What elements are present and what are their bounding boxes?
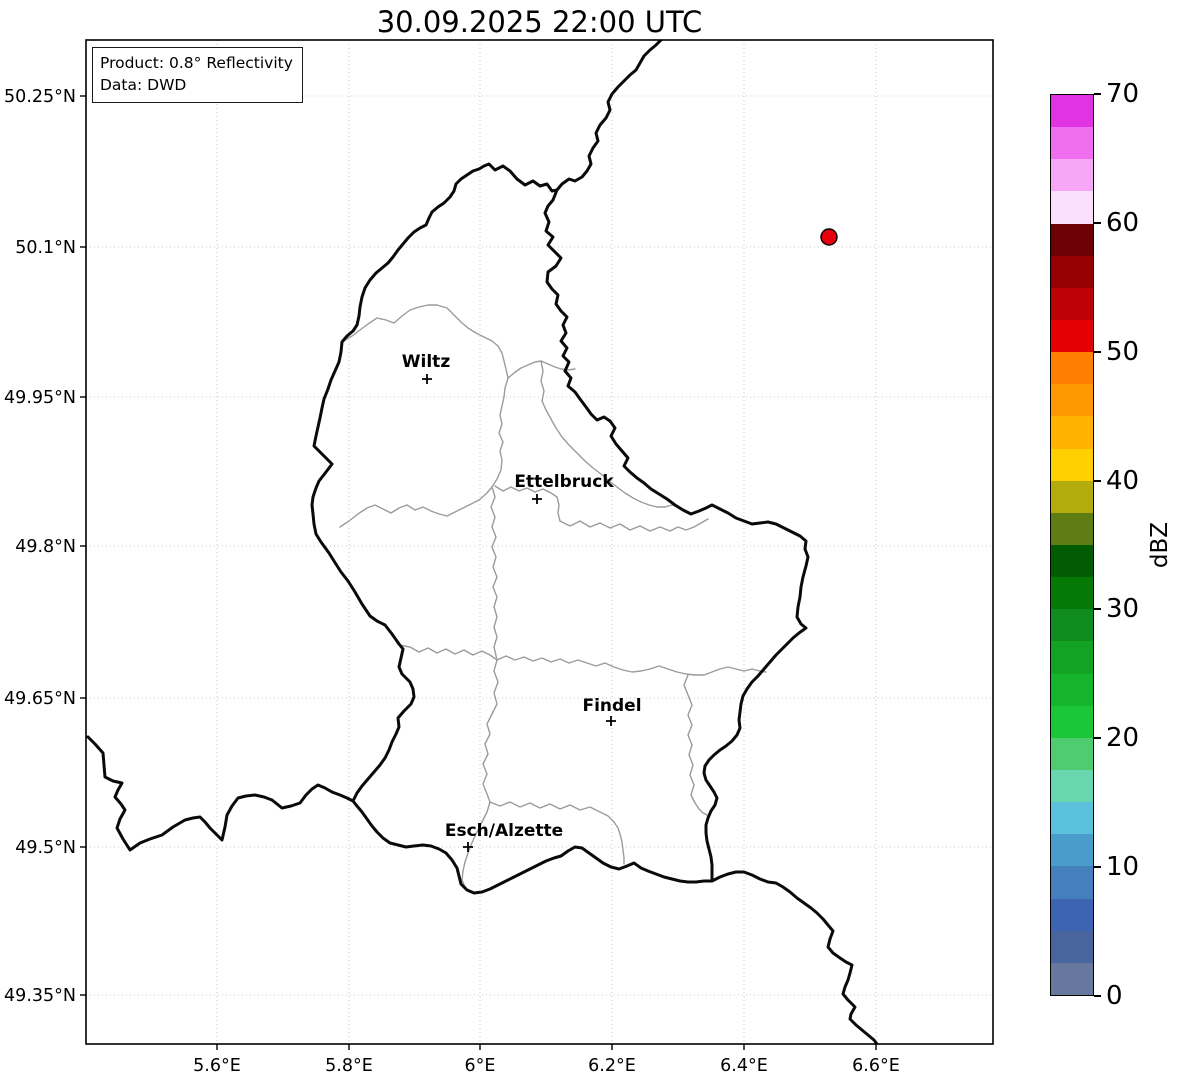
- colorbar-segment: [1051, 962, 1093, 996]
- colorbar-segment: [1051, 255, 1093, 289]
- colorbar-segment: [1051, 448, 1093, 482]
- plot-frame: [85, 39, 994, 1045]
- colorbar-tick-label: 50: [1106, 336, 1140, 367]
- x-tick-label: 6°E: [465, 1056, 496, 1076]
- colorbar-segment: [1051, 287, 1093, 321]
- colorbar-segment: [1051, 577, 1093, 610]
- colorbar-segment: [1051, 545, 1093, 578]
- colorbar: [1050, 94, 1094, 996]
- city-marker: [532, 494, 542, 504]
- district-border: [540, 360, 684, 511]
- district-border: [339, 377, 509, 528]
- colorbar-tick-label: 40: [1106, 465, 1140, 496]
- colorbar-segment: [1051, 770, 1093, 803]
- colorbar-tick-mark: [1094, 221, 1101, 224]
- colorbar-segment: [1051, 480, 1093, 514]
- product-info-line: Product: 0.8° Reflectivity: [100, 54, 293, 72]
- city-marker: [422, 374, 432, 384]
- radar-site-marker: [820, 228, 838, 246]
- colorbar-segment: [1051, 609, 1093, 642]
- x-tick-label: 5.8°E: [325, 1056, 373, 1076]
- france-belgium-border: [86, 735, 355, 852]
- district-border: [490, 486, 498, 661]
- x-tick-label: 6.2°E: [588, 1056, 636, 1076]
- district-border: [559, 518, 709, 532]
- city-label: Wiltz: [402, 352, 451, 372]
- colorbar-segment: [1051, 320, 1093, 353]
- colorbar-segment: [1051, 834, 1093, 867]
- district-border: [398, 644, 767, 676]
- colorbar-tick-label: 70: [1106, 79, 1140, 109]
- colorbar-segment: [1051, 641, 1093, 674]
- city-label: Esch/Alzette: [445, 821, 563, 841]
- district-border: [683, 674, 708, 816]
- colorbar-segment: [1051, 127, 1093, 160]
- colorbar-segment: [1051, 95, 1093, 128]
- germany-france-border: [710, 870, 879, 1044]
- colorbar-tick-mark: [1094, 479, 1101, 482]
- colorbar-tick-mark: [1094, 866, 1101, 869]
- colorbar-segment: [1051, 384, 1093, 417]
- colorbar-segment: [1051, 705, 1093, 739]
- colorbar-segment: [1051, 191, 1093, 224]
- colorbar-segment: [1051, 673, 1093, 707]
- colorbar-segment: [1051, 930, 1093, 964]
- colorbar-tick-mark: [1094, 995, 1101, 997]
- district-border: [341, 304, 509, 379]
- luxembourg-border: [310, 162, 810, 895]
- y-tick-label: 50.1°N: [15, 238, 76, 258]
- y-tick-label: 49.5°N: [15, 838, 76, 858]
- colorbar-tick-label: 20: [1106, 723, 1140, 754]
- y-tick-label: 49.8°N: [15, 537, 76, 557]
- y-tick-label: 49.95°N: [4, 388, 76, 408]
- colorbar-segment: [1051, 866, 1093, 899]
- colorbar-tick-mark: [1094, 93, 1101, 95]
- product-info-box: Product: 0.8° Reflectivity Data: DWD: [92, 47, 303, 103]
- colorbar-segment: [1051, 416, 1093, 449]
- city-marker: [606, 716, 616, 726]
- colorbar-tick-label: 30: [1106, 594, 1140, 625]
- y-tick-label: 49.65°N: [4, 689, 76, 709]
- colorbar-segment: [1051, 898, 1093, 932]
- city-label: Ettelbruck: [514, 472, 614, 492]
- data-source-line: Data: DWD: [100, 76, 187, 94]
- figure-title: 30.09.2025 22:00 UTC: [376, 5, 703, 39]
- colorbar-tick-mark: [1094, 350, 1101, 353]
- colorbar-tick-mark: [1094, 737, 1101, 740]
- y-tick-label: 49.35°N: [4, 986, 76, 1006]
- colorbar-tick-label: 10: [1106, 852, 1140, 883]
- y-tick-label: 50.25°N: [4, 87, 76, 107]
- colorbar-segment: [1051, 223, 1093, 257]
- district-border: [494, 485, 561, 522]
- x-tick-label: 5.6°E: [193, 1056, 241, 1076]
- colorbar-tick-mark: [1094, 608, 1101, 611]
- district-border: [461, 659, 499, 890]
- colorbar-segment: [1051, 512, 1093, 546]
- germany-belgium-border: [555, 40, 663, 192]
- city-marker: [463, 842, 473, 852]
- district-border: [489, 801, 625, 865]
- city-label: Findel: [582, 696, 641, 716]
- x-tick-label: 6.4°E: [720, 1056, 768, 1076]
- colorbar-segment: [1051, 802, 1093, 835]
- colorbar-segment: [1051, 352, 1093, 385]
- colorbar-segment: [1051, 159, 1093, 192]
- colorbar-unit-label: dBZ: [1147, 521, 1173, 569]
- x-tick-label: 6.6°E: [852, 1056, 900, 1076]
- colorbar-tick-label: 0: [1106, 981, 1123, 1011]
- colorbar-segment: [1051, 737, 1093, 771]
- colorbar-tick-label: 60: [1106, 207, 1140, 238]
